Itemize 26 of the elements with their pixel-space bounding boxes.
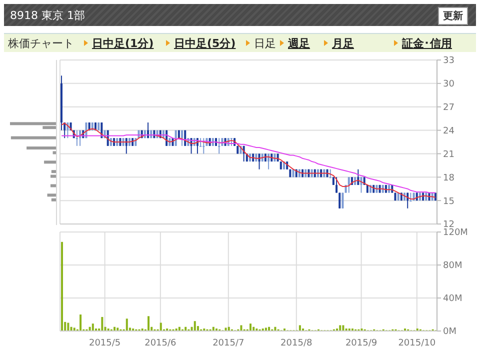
text: 株価チャート <box>8 36 74 51</box>
y-tick-label: 21 <box>443 150 454 160</box>
text: 週足 <box>288 36 310 51</box>
y-tick-label: 24 <box>443 126 455 136</box>
text: 日中足(5分) <box>174 36 236 51</box>
y-tick-label: 15 <box>443 196 454 207</box>
x-tick-label: 2015/10 <box>398 338 436 348</box>
y-tick-label: 120M <box>443 228 468 238</box>
y-tick-label: 18 <box>443 173 455 184</box>
y-tick-label: 33 <box>443 56 454 66</box>
x-tick-label: 2015/9 <box>345 338 378 348</box>
x-tick-label: 2015/5 <box>88 338 121 348</box>
y-tick-label: 0M <box>443 327 456 338</box>
text: 月足 <box>332 36 354 51</box>
chart-title: 8918 東京 1部 <box>10 8 85 23</box>
y-tick-label: 40M <box>443 294 462 304</box>
y-tick-label: 80M <box>443 261 462 272</box>
text: 更新 <box>438 7 468 25</box>
text: 証金･信用 <box>402 36 452 51</box>
x-tick-label: 2015/8 <box>280 338 312 348</box>
y-tick-label: 27 <box>443 103 454 114</box>
x-tick-label: 2015/7 <box>212 338 244 348</box>
text: 日中足(1分) <box>92 36 154 51</box>
text: 日足 <box>254 36 276 51</box>
x-tick-label: 2015/6 <box>144 338 177 348</box>
y-tick-label: 30 <box>443 80 455 90</box>
